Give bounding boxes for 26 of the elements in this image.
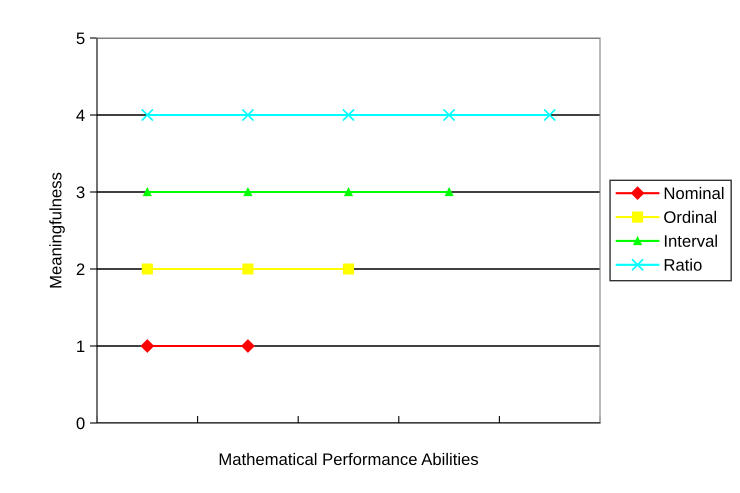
y-tick-label: 1 xyxy=(77,340,84,352)
y-tick-label: 3 xyxy=(76,186,84,198)
y-axis-title: Meaningfulness xyxy=(49,172,65,288)
y-tick-label: 2 xyxy=(76,263,84,276)
legend-label: Ratio xyxy=(664,258,702,271)
point xyxy=(342,108,355,122)
y-tick-label: 0 xyxy=(76,417,85,430)
y-tick-label: 4 xyxy=(76,110,85,122)
legend-label: Ordinal xyxy=(664,210,716,224)
point xyxy=(344,188,353,196)
point xyxy=(143,188,152,196)
point xyxy=(140,339,154,353)
point xyxy=(244,188,252,196)
point xyxy=(442,108,456,122)
legend-label: Interval xyxy=(664,234,717,247)
point xyxy=(444,188,454,196)
legend-label: Nominal xyxy=(664,186,724,200)
y-tick-label: 5 xyxy=(76,32,84,44)
x-axis-title: Mathematical Performance Abilities xyxy=(220,452,478,466)
point xyxy=(342,263,354,275)
point xyxy=(241,339,254,353)
point xyxy=(242,263,254,275)
point xyxy=(543,108,556,122)
point xyxy=(142,263,153,275)
point xyxy=(140,108,154,122)
point xyxy=(242,108,254,122)
